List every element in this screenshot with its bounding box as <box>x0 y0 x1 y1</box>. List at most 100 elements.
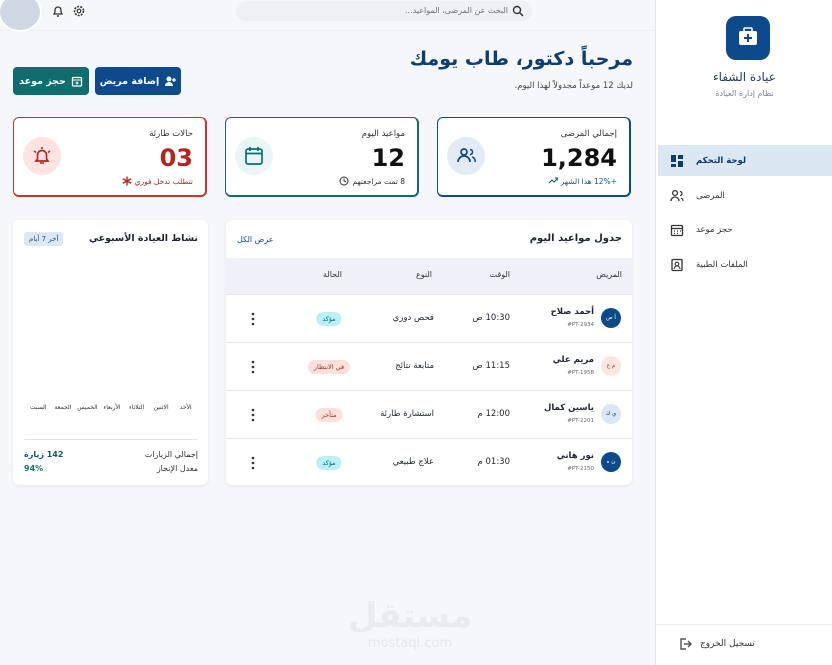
appointment-type: علاج طبيعي <box>392 457 434 467</box>
patient-avatar: أ ص <box>601 308 621 328</box>
nav-icon <box>670 154 684 168</box>
logout-label: تسجيل الخروج <box>700 639 755 649</box>
stat-icon <box>23 137 61 175</box>
range-badge[interactable]: آخر 7 أيام <box>24 232 64 246</box>
nav-item[interactable]: لوحة التحكم <box>658 145 832 176</box>
status-badge: مؤكد <box>316 312 342 326</box>
search-placeholder: البحث عن المرضى، المواعيد... <box>405 6 508 15</box>
rate-label: معدل الإنجاز <box>156 464 198 473</box>
book-appointment-button[interactable]: حجز موعد <box>13 67 89 95</box>
topbar: البحث عن المرضى، المواعيد... <box>0 0 655 32</box>
appointment-type: متابعة نتائج <box>395 361 434 371</box>
nav-label: حجز موعد <box>696 224 733 235</box>
stat-label: مواعيد اليوم <box>361 129 405 139</box>
logout[interactable]: تسجيل الخروج <box>678 637 755 651</box>
stat-note-text: تتطلب تدخل فوري <box>134 176 193 186</box>
nav-icon-svg <box>671 154 683 167</box>
appointment-time: 01:30 م <box>477 457 510 467</box>
stat-icon-svg <box>245 147 263 165</box>
divider <box>24 439 198 440</box>
appointment-type: فحص دوري <box>392 313 434 323</box>
appointment-type: استشارة طارئة <box>380 409 434 419</box>
stat-note-icon-svg <box>548 177 558 184</box>
patient-avatar: ي ك <box>601 404 621 424</box>
button-label: إضافة مريض <box>99 75 160 87</box>
stat-card: حالات طارئة 03 تتطلب تدخل فوري <box>13 117 207 197</box>
stat-value: 12 <box>371 144 405 172</box>
patient-id: #PT-1958 <box>567 370 594 376</box>
nav-icon-svg <box>671 258 683 271</box>
bell-icon[interactable] <box>51 4 65 18</box>
patient-name: مريم علي <box>552 355 594 365</box>
activity-card: نشاط العيادة الأسبوعي آخر 7 أيام إجمالي … <box>13 220 208 485</box>
day-label: الخميس <box>77 404 98 411</box>
nav-icon <box>670 258 684 272</box>
column-header: النوع <box>416 270 432 279</box>
nav-item[interactable]: المرضى <box>658 180 832 211</box>
status-badge: متأخر <box>315 408 343 422</box>
nav-item[interactable]: حجز موعد <box>658 214 832 245</box>
logo-icon <box>739 27 757 45</box>
watermark-url: mostaql.com <box>367 636 453 651</box>
view-all-link[interactable]: عرض الكل <box>237 235 274 244</box>
column-header: الوقت <box>489 270 510 279</box>
row-menu[interactable] <box>250 455 256 474</box>
patient-name: أحمد صلاح <box>550 307 594 317</box>
nav-item[interactable]: الملفات الطبية <box>658 249 832 280</box>
add-patient-button[interactable]: إضافة مريض <box>95 67 181 95</box>
brand-name: عيادة الشفاء <box>713 70 776 84</box>
appointments-title: جدول مواعيد اليوم <box>529 233 622 244</box>
stat-value: 1,284 <box>541 144 617 172</box>
table-row[interactable]: م ع مريم علي #PT-1958 11:15 ص متابعة نتائج في… <box>226 342 632 390</box>
row-menu[interactable] <box>250 311 256 330</box>
patient-avatar: م ع <box>601 356 621 376</box>
total-value: 142 زيارة <box>24 450 64 459</box>
status-badge: في الانتظار <box>307 360 351 374</box>
nav-label: المرضى <box>696 190 725 201</box>
day-label: الثلاثاء <box>128 404 145 411</box>
page-subtitle: لديك 12 موعداً مجدولاً لهذا اليوم. <box>514 81 633 91</box>
stat-note-text: +12% هذا الشهر <box>560 176 617 186</box>
stat-note-icon-svg <box>122 176 132 186</box>
stat-icon <box>235 137 273 175</box>
avatar[interactable] <box>0 0 42 32</box>
watermark-logo: مستقل <box>347 596 473 636</box>
nav-icon-svg <box>670 224 684 236</box>
table-row[interactable]: أ ص أحمد صلاح #PT-2934 10:30 ص فحص دوري مؤكد <box>226 294 632 342</box>
day-label: السبت <box>30 404 47 411</box>
settings-icon[interactable] <box>72 4 86 18</box>
nav-label: لوحة التحكم <box>696 155 747 166</box>
row-menu[interactable] <box>250 359 256 378</box>
row-menu[interactable] <box>250 407 256 426</box>
button-label: حجز موعد <box>19 75 66 87</box>
stat-note: تتطلب تدخل فوري <box>122 176 193 186</box>
brand-logo <box>726 16 770 60</box>
stat-value: 03 <box>159 144 193 172</box>
page-title: مرحباً دكتور، طاب يومك <box>409 48 633 70</box>
search-box[interactable]: البحث عن المرضى، المواعيد... <box>236 1 532 21</box>
sidebar: عيادة الشفاء نظام إدارة العيادة تسجيل ال… <box>655 0 832 665</box>
total-label: إجمالي الزيارات <box>144 450 198 459</box>
stat-note-icon-svg <box>339 176 349 186</box>
activity-title: نشاط العيادة الأسبوعي <box>88 233 198 244</box>
appointment-time: 12:00 م <box>477 409 510 419</box>
patient-id: #PT-2201 <box>567 418 594 424</box>
stat-icon <box>447 137 485 175</box>
stat-note-text: 8 تمت مراجعتهم <box>352 176 405 186</box>
table-row[interactable]: ي ك ياسين كمال #PT-2201 12:00 م استشارة طارئ… <box>226 390 632 438</box>
column-header: المريض <box>596 270 622 279</box>
row-menu-svg <box>251 408 255 422</box>
brand-subtitle: نظام إدارة العيادة <box>715 89 774 98</box>
appointments-card: جدول مواعيد اليوم عرض الكل المريض الوقت ال… <box>226 220 632 485</box>
stat-note: +12% هذا الشهر <box>548 176 617 186</box>
stat-label: حالات طارئة <box>149 129 193 139</box>
day-label: الأربعاء <box>103 404 121 411</box>
table-row[interactable]: ن ه نور هاني #PT-2150 01:30 م علاج طبيعي مؤكد <box>226 438 632 485</box>
row-menu-svg <box>251 456 255 470</box>
column-header: الحالة <box>323 270 342 279</box>
search-icon <box>512 5 524 17</box>
nav-label: الملفات الطبية <box>696 259 748 270</box>
logout-icon <box>680 638 692 650</box>
